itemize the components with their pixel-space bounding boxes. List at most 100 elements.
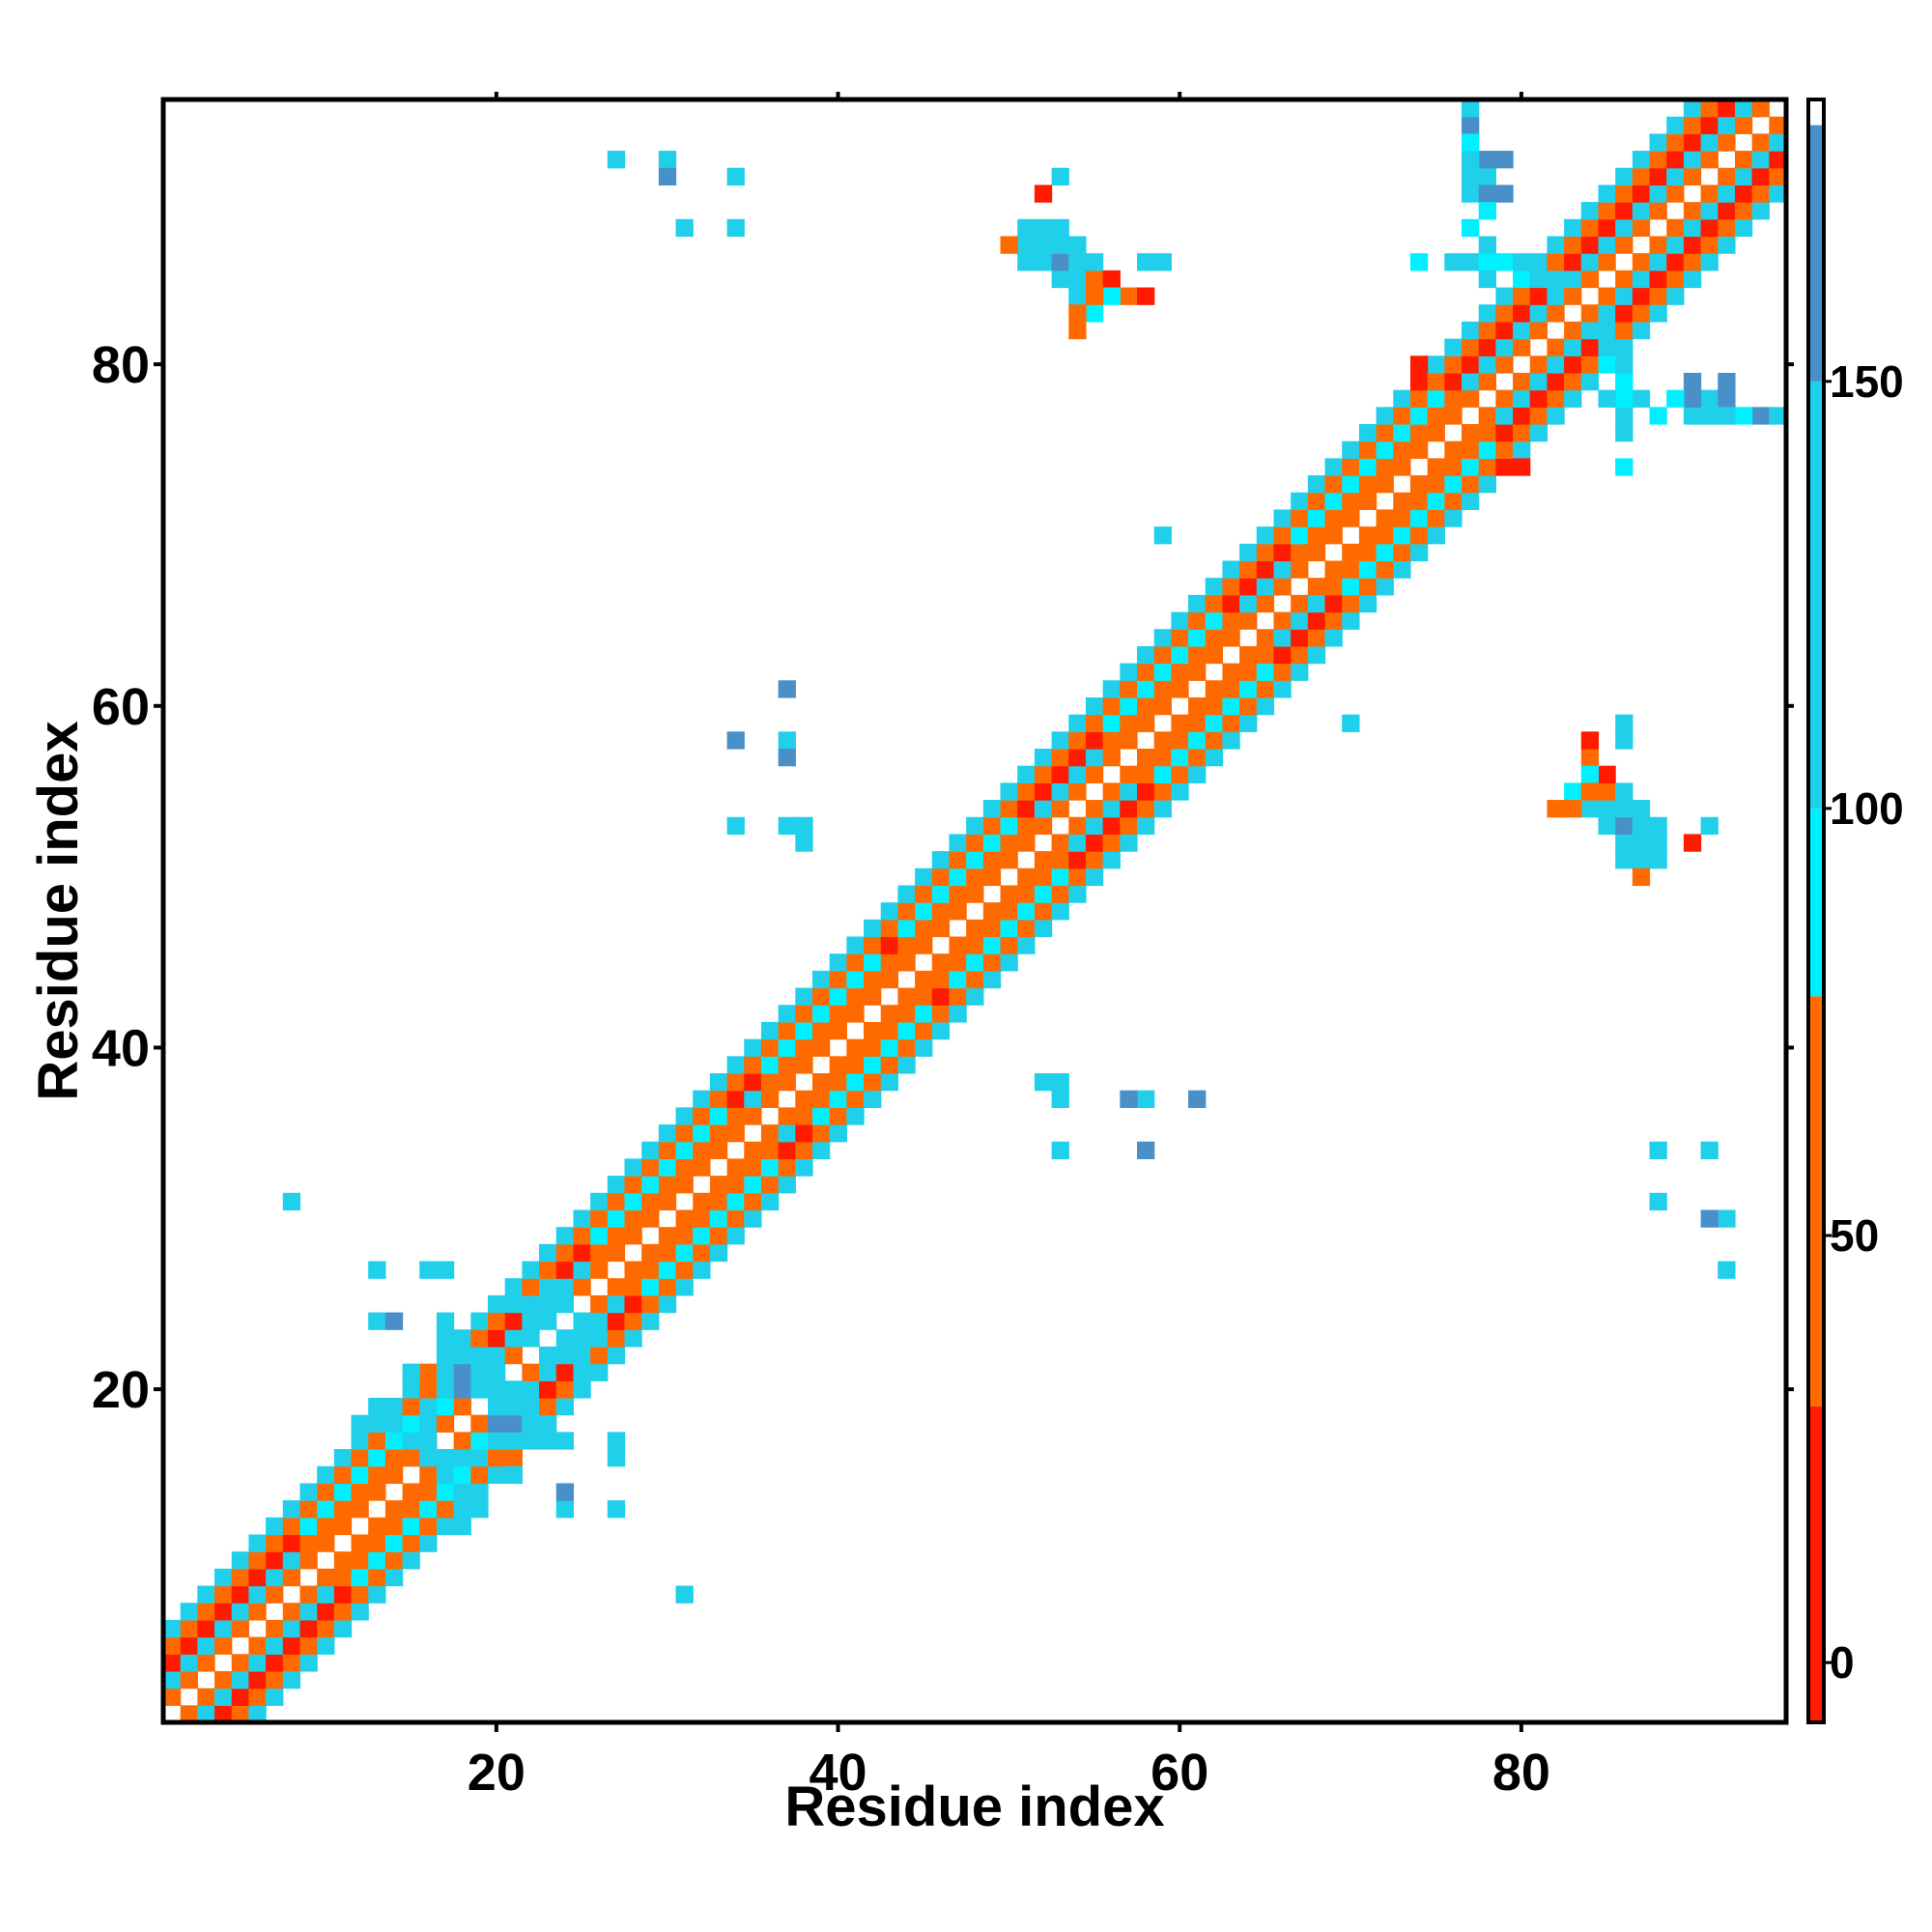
x-tick-label: 60 <box>1151 1744 1208 1802</box>
heatmap-cell <box>1598 185 1616 203</box>
heatmap-cell <box>760 1090 780 1108</box>
heatmap-cell <box>1034 867 1053 887</box>
heatmap-cell <box>1718 1261 1736 1279</box>
heatmap-cell <box>1649 851 1667 869</box>
heatmap-cell <box>384 1568 404 1587</box>
heatmap-cell <box>1034 185 1053 203</box>
heatmap-cell <box>949 953 967 972</box>
heatmap-cell <box>419 1363 438 1381</box>
heatmap-cell <box>402 1380 420 1399</box>
heatmap-cell <box>1188 731 1207 750</box>
heatmap-cell <box>504 1312 523 1330</box>
heatmap-cell <box>897 885 916 903</box>
heatmap-cell <box>795 1038 813 1057</box>
heatmap-cell <box>1342 578 1360 596</box>
heatmap-cell <box>1393 458 1411 476</box>
heatmap-cell <box>1462 167 1480 186</box>
heatmap-cell <box>1256 645 1275 665</box>
heatmap-cell <box>1034 1073 1053 1092</box>
heatmap-cell <box>1256 543 1275 562</box>
heatmap-cell <box>317 1483 335 1501</box>
heatmap-cell <box>197 1636 215 1655</box>
heatmap-cell <box>436 1398 455 1416</box>
heatmap-cell <box>1683 167 1702 186</box>
heatmap-cell <box>539 1380 557 1399</box>
heatmap-cell <box>607 1432 626 1450</box>
heatmap-cell <box>282 1654 301 1672</box>
heatmap-cell <box>1615 731 1634 750</box>
heatmap-cell <box>1137 1090 1155 1108</box>
heatmap-cell <box>982 953 1002 972</box>
heatmap-cell <box>539 1278 557 1296</box>
heatmap-cell <box>555 1363 575 1381</box>
heatmap-cell <box>1239 645 1258 665</box>
heatmap-cell <box>1649 253 1667 271</box>
heatmap-cell <box>1000 902 1018 921</box>
heatmap-cell <box>436 1465 455 1485</box>
heatmap-cell <box>1137 714 1155 732</box>
heatmap-cell <box>1580 304 1600 323</box>
heatmap-cell <box>1137 287 1155 305</box>
heatmap-cell <box>1205 629 1224 647</box>
heatmap-cell <box>1700 99 1719 118</box>
heatmap-cell <box>760 1192 780 1211</box>
colorbar-tick-label: 100 <box>1830 783 1904 834</box>
heatmap-cell <box>555 1500 575 1519</box>
heatmap-cell <box>675 1141 694 1160</box>
heatmap-cell <box>1307 543 1326 562</box>
heatmap-cell <box>470 1432 489 1450</box>
heatmap-cell <box>504 1432 523 1450</box>
heatmap-cell <box>1683 202 1702 220</box>
heatmap-cell <box>1751 151 1770 169</box>
heatmap-cell <box>1700 116 1719 134</box>
heatmap-cell <box>1205 714 1224 732</box>
y-tick-label: 80 <box>92 336 150 394</box>
heatmap-cell <box>214 1705 233 1723</box>
heatmap-cell <box>726 1107 745 1125</box>
heatmap-cell <box>1649 270 1667 289</box>
heatmap-cell <box>1153 696 1172 716</box>
heatmap-cell <box>1085 304 1104 323</box>
heatmap-cell <box>555 1346 575 1365</box>
heatmap-cell <box>675 1107 694 1125</box>
heatmap-cell <box>1462 389 1480 408</box>
heatmap-cell <box>778 1038 796 1057</box>
heatmap-cell <box>470 1363 489 1381</box>
heatmap-cell <box>675 218 694 238</box>
heatmap-cell <box>607 1192 626 1211</box>
heatmap-cell <box>1409 407 1429 425</box>
heatmap-cell <box>675 1261 694 1279</box>
heatmap-cell <box>539 1346 557 1365</box>
heatmap-cell <box>504 1278 523 1296</box>
heatmap-cell <box>453 1398 471 1416</box>
heatmap-cell <box>590 1209 609 1228</box>
heatmap-cell <box>470 1414 489 1433</box>
heatmap-cell <box>1291 645 1309 665</box>
heatmap-cell <box>1273 526 1292 545</box>
heatmap-cell <box>1598 782 1616 801</box>
heatmap-cell <box>1444 355 1463 374</box>
heatmap-cell <box>1137 1141 1155 1160</box>
heatmap-cell <box>317 1517 335 1536</box>
heatmap-cell <box>1307 475 1326 494</box>
heatmap-cell <box>1256 560 1275 579</box>
heatmap-cell <box>419 1261 438 1279</box>
heatmap-cell <box>949 902 967 921</box>
heatmap-cell <box>1478 424 1496 442</box>
heatmap-cell <box>1462 440 1480 459</box>
heatmap-cell <box>1478 202 1496 220</box>
heatmap-cell <box>248 1568 267 1587</box>
heatmap-cell <box>931 953 951 972</box>
heatmap-cell <box>1342 594 1360 613</box>
heatmap-cell <box>624 1312 642 1330</box>
heatmap-cell <box>1478 407 1496 425</box>
heatmap-cell <box>897 1056 916 1074</box>
heatmap-cell <box>1085 867 1104 887</box>
heatmap-cell <box>1751 202 1770 220</box>
heatmap-cell <box>1427 526 1445 545</box>
heatmap-cell <box>266 1636 284 1655</box>
heatmap-cell <box>1205 696 1224 716</box>
heatmap-cell <box>846 1090 865 1108</box>
heatmap-cell <box>1649 151 1667 169</box>
heatmap-cell <box>880 953 899 972</box>
